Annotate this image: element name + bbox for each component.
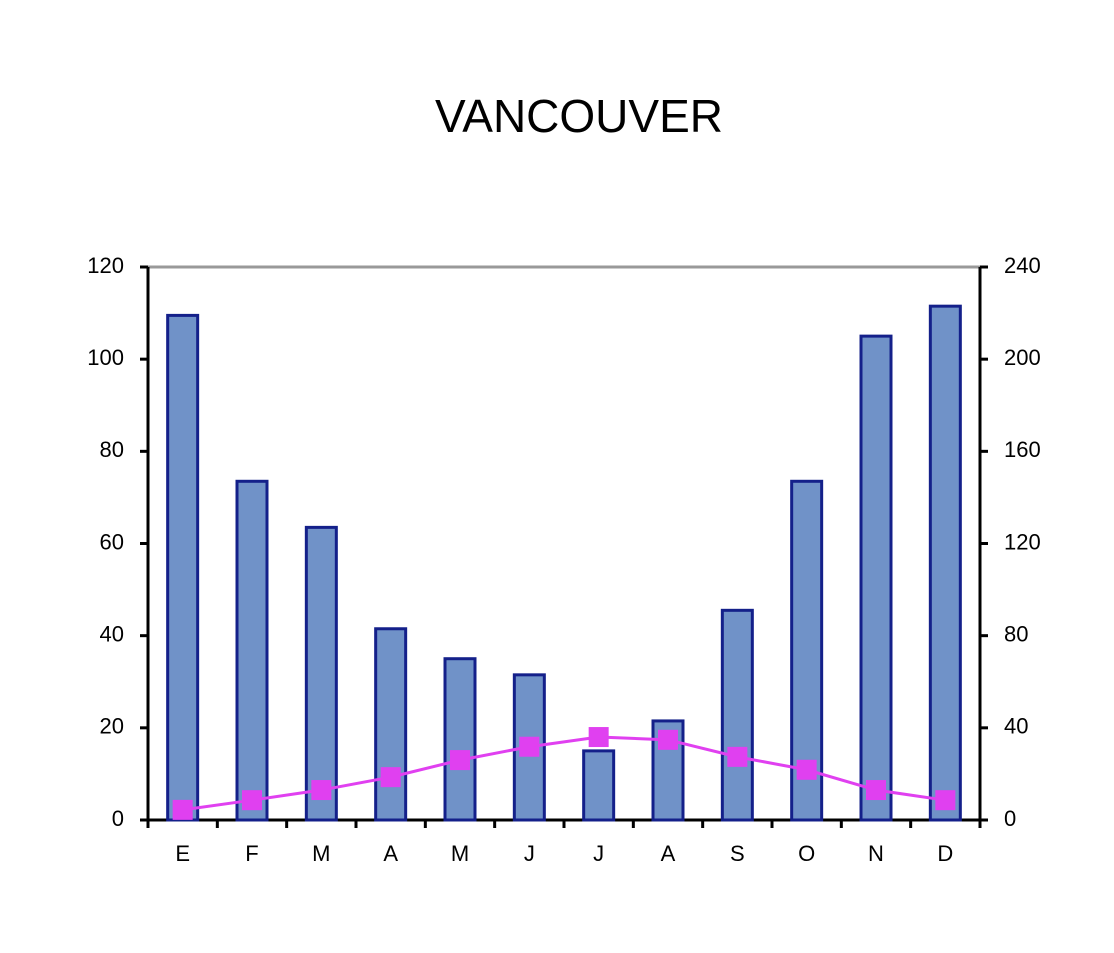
bar bbox=[304, 525, 338, 822]
bar bbox=[928, 304, 962, 822]
y2-tick-label: 0 bbox=[1004, 806, 1016, 831]
x-tick-label: J bbox=[593, 841, 604, 866]
bar bbox=[859, 334, 893, 822]
y-tick-label: 80 bbox=[100, 437, 124, 462]
bar bbox=[235, 479, 269, 822]
y-tick-label: 0 bbox=[112, 806, 124, 831]
marker bbox=[866, 780, 886, 801]
marker bbox=[727, 746, 748, 767]
bar bbox=[374, 627, 408, 822]
chart-title: VANCOUVER bbox=[435, 90, 723, 142]
marker bbox=[588, 727, 609, 748]
x-tick-label: E bbox=[175, 841, 190, 866]
marker bbox=[242, 790, 262, 811]
y-tick-label: 20 bbox=[100, 714, 124, 739]
x-tick-label: J bbox=[524, 841, 535, 866]
x-tick-label: F bbox=[245, 841, 258, 866]
y2-tick-label: 40 bbox=[1004, 714, 1028, 739]
x-tick-label: A bbox=[383, 841, 398, 866]
y-tick-label: 40 bbox=[100, 621, 124, 646]
marker bbox=[796, 759, 817, 780]
bar bbox=[582, 749, 616, 822]
x-tick-label: M bbox=[312, 841, 330, 866]
x-tick-label: N bbox=[868, 841, 884, 866]
x-tick-label: M bbox=[451, 841, 469, 866]
marker bbox=[380, 767, 401, 788]
marker bbox=[519, 736, 540, 757]
marker bbox=[658, 729, 678, 750]
y-tick-label: 60 bbox=[100, 529, 124, 554]
marker bbox=[172, 799, 193, 820]
x-tick-label: A bbox=[661, 841, 676, 866]
y2-tick-label: 200 bbox=[1004, 345, 1041, 370]
y2-tick-label: 240 bbox=[1004, 253, 1041, 278]
marker bbox=[311, 780, 332, 801]
y-tick-label: 120 bbox=[87, 253, 124, 278]
bar bbox=[720, 608, 754, 822]
y2-tick-label: 80 bbox=[1004, 621, 1028, 646]
bar bbox=[166, 313, 200, 822]
y2-tick-label: 160 bbox=[1004, 437, 1041, 462]
y-tick-label: 100 bbox=[87, 345, 124, 370]
y2-tick-label: 120 bbox=[1004, 529, 1041, 554]
x-tick-label: O bbox=[798, 841, 815, 866]
x-tick-label: D bbox=[937, 841, 953, 866]
marker bbox=[450, 750, 470, 771]
bar bbox=[443, 657, 477, 822]
marker bbox=[935, 790, 956, 811]
x-tick-label: S bbox=[730, 841, 745, 866]
line bbox=[182, 735, 946, 812]
